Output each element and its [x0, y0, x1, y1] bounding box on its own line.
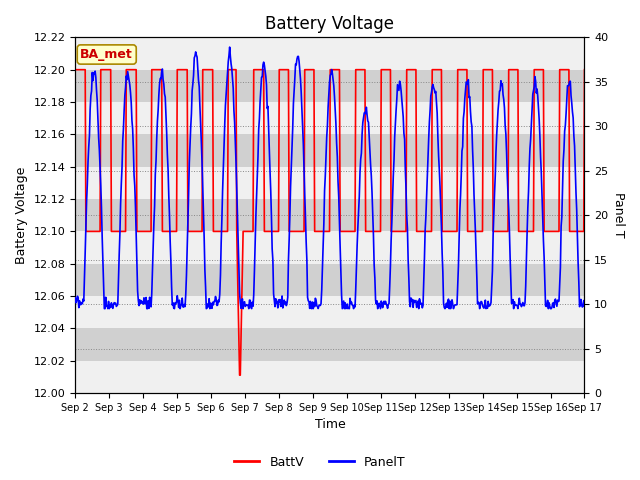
Bar — [76, 361, 584, 393]
Bar — [76, 296, 584, 328]
Title: Battery Voltage: Battery Voltage — [266, 15, 394, 33]
Bar — [76, 167, 584, 199]
Y-axis label: Panel T: Panel T — [612, 192, 625, 238]
Bar — [76, 264, 584, 296]
Bar — [76, 37, 584, 70]
Bar — [76, 328, 584, 361]
Legend: BattV, PanelT: BattV, PanelT — [229, 451, 411, 474]
Bar — [76, 134, 584, 167]
Bar — [76, 102, 584, 134]
Bar — [76, 231, 584, 264]
X-axis label: Time: Time — [314, 419, 345, 432]
Bar — [76, 70, 584, 102]
Text: BA_met: BA_met — [81, 48, 133, 61]
Bar — [76, 199, 584, 231]
Y-axis label: Battery Voltage: Battery Voltage — [15, 167, 28, 264]
